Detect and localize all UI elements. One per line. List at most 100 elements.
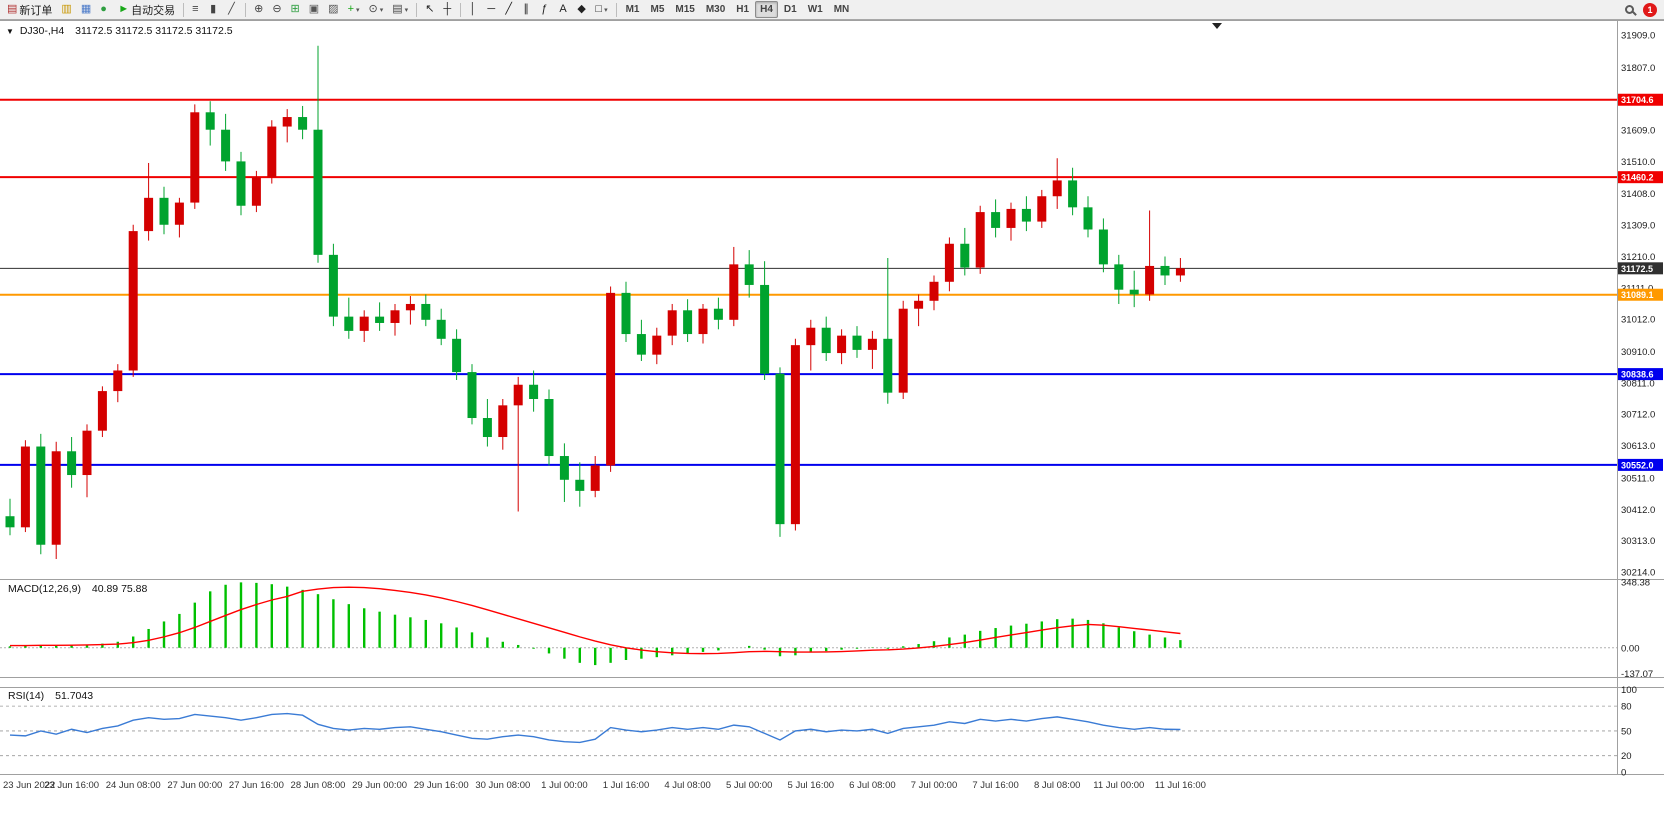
- arrange-windows-button[interactable]: ▨: [324, 1, 342, 18]
- candle-body: [575, 479, 585, 491]
- price-badge: [1618, 93, 1663, 106]
- periods-button[interactable]: ⊙ ▾: [365, 1, 388, 18]
- chart-shift-marker[interactable]: [1212, 23, 1222, 29]
- candle-body: [36, 446, 46, 545]
- time-axis-label: 5 Jul 00:00: [726, 780, 772, 791]
- zoom-in-icon: ⊕: [254, 3, 264, 15]
- fibonacci-button[interactable]: ƒ: [537, 1, 554, 18]
- trendline-button[interactable]: ╱: [501, 1, 518, 18]
- price-axis-label: 30613.0: [1621, 441, 1655, 452]
- candle-body: [914, 300, 924, 309]
- rsi-scale-label: 80: [1621, 702, 1632, 713]
- candle-body: [713, 308, 723, 320]
- crosshair-button[interactable]: ┼: [439, 1, 456, 18]
- candle-body: [174, 202, 184, 225]
- price-axis-label: 31909.0: [1621, 30, 1655, 41]
- candle-body: [421, 303, 431, 320]
- shapes-button[interactable]: □ ▾: [591, 1, 611, 18]
- autotrading-button-label: 自动交易: [131, 4, 176, 17]
- candle-body: [436, 319, 446, 339]
- candle-body: [1098, 229, 1108, 265]
- chevron-down-icon: ▾: [356, 6, 360, 14]
- candlestick-chart-button[interactable]: ▮: [206, 1, 223, 18]
- tf-w1[interactable]: W1: [803, 1, 828, 18]
- text-button[interactable]: A: [555, 1, 572, 18]
- indicators-button[interactable]: + ▾: [344, 1, 364, 18]
- horizontal-line-button[interactable]: ─: [483, 1, 500, 18]
- time-axis-label: 11 Jul 16:00: [1155, 780, 1206, 791]
- arrows-button[interactable]: ◆: [573, 1, 590, 18]
- price-axis-label: 31609.0: [1621, 126, 1655, 137]
- candle-body: [1052, 180, 1062, 197]
- candle-body: [67, 451, 77, 476]
- candle-body: [775, 373, 785, 525]
- refresh-button[interactable]: ●: [96, 1, 113, 18]
- candle-body: [606, 292, 616, 466]
- vertical-line-button[interactable]: │: [465, 1, 482, 18]
- tile-windows-icon: ⊞: [290, 3, 300, 15]
- profile-button[interactable]: ▦: [77, 1, 95, 18]
- notification-badge[interactable]: 1: [1643, 2, 1657, 17]
- bar-chart-icon: ≡: [192, 3, 199, 15]
- candle-body: [113, 370, 123, 392]
- price-axis-label: 31408.0: [1621, 189, 1655, 200]
- search-icon[interactable]: [1625, 5, 1634, 14]
- candle-body: [590, 465, 600, 491]
- price-axis-label: 30214.0: [1621, 567, 1655, 578]
- toolbar-separator: [615, 2, 617, 17]
- candle-body: [82, 430, 92, 476]
- candle-body: [559, 456, 569, 480]
- time-axis-label: 28 Jun 08:00: [291, 780, 346, 791]
- line-chart-button[interactable]: ╱: [224, 1, 241, 18]
- macd-name: MACD(12,26,9): [8, 583, 81, 595]
- cursor-button[interactable]: ↖: [421, 1, 438, 18]
- cascade-windows-button[interactable]: ▣: [305, 1, 323, 18]
- tf-m1-label: M1: [625, 4, 640, 15]
- macd-scale-label: 348.38: [1621, 578, 1650, 589]
- globe-icon: ●: [100, 3, 107, 15]
- candle-body: [1068, 180, 1078, 208]
- tf-m1[interactable]: M1: [621, 1, 645, 18]
- tf-d1-label: D1: [783, 4, 797, 15]
- candle-body: [20, 446, 30, 528]
- zoom-out-button[interactable]: ⊖: [268, 1, 285, 18]
- macd-scale-label: -137.07: [1621, 669, 1653, 680]
- time-axis-label: 6 Jul 08:00: [849, 780, 895, 791]
- templates-button[interactable]: ▤ ▾: [388, 1, 412, 18]
- toolbar-separator: [416, 2, 418, 17]
- time-axis-label: 1 Jul 00:00: [541, 780, 587, 791]
- tf-h1[interactable]: H1: [731, 1, 754, 18]
- candle-body: [467, 372, 477, 419]
- candle-body: [1083, 207, 1093, 230]
- candle-body: [267, 126, 277, 178]
- tile-windows-button[interactable]: ⊞: [287, 1, 304, 18]
- time-axis-label: 4 Jul 08:00: [664, 780, 710, 791]
- candle-body: [128, 231, 138, 371]
- candle-body: [513, 384, 523, 406]
- one-click-trading-toggle-icon[interactable]: ▼: [6, 27, 14, 36]
- bar-chart-button[interactable]: ≡: [188, 1, 205, 18]
- trendline-icon: ╱: [505, 3, 513, 15]
- tf-m30-label: M30: [705, 4, 726, 15]
- price-axis-label: 30712.0: [1621, 410, 1655, 421]
- rsi-scale-label: 50: [1621, 726, 1632, 737]
- new-order-button-label: 新订单: [19, 4, 53, 17]
- tf-mn[interactable]: MN: [829, 1, 855, 18]
- tf-h4[interactable]: H4: [755, 1, 778, 18]
- zoom-in-button[interactable]: ⊕: [250, 1, 267, 18]
- rsi-label: RSI(14) 51.7043: [8, 690, 93, 702]
- zoom-out-icon: ⊖: [272, 3, 282, 15]
- autotrading-button[interactable]: ► 自动交易: [114, 1, 179, 18]
- indicators-icon: +: [347, 3, 355, 15]
- channel-button[interactable]: ∥: [519, 1, 536, 18]
- tf-d1[interactable]: D1: [779, 1, 802, 18]
- candle-body: [452, 338, 462, 373]
- chart-button[interactable]: ▥: [57, 1, 75, 18]
- tf-m30[interactable]: M30: [701, 1, 730, 18]
- toolbar-separator: [183, 2, 185, 17]
- new-order-button[interactable]: ▤ 新订单: [3, 1, 56, 18]
- tf-m5[interactable]: M5: [645, 1, 669, 18]
- candle-body: [729, 264, 739, 320]
- tf-m15[interactable]: M15: [670, 1, 699, 18]
